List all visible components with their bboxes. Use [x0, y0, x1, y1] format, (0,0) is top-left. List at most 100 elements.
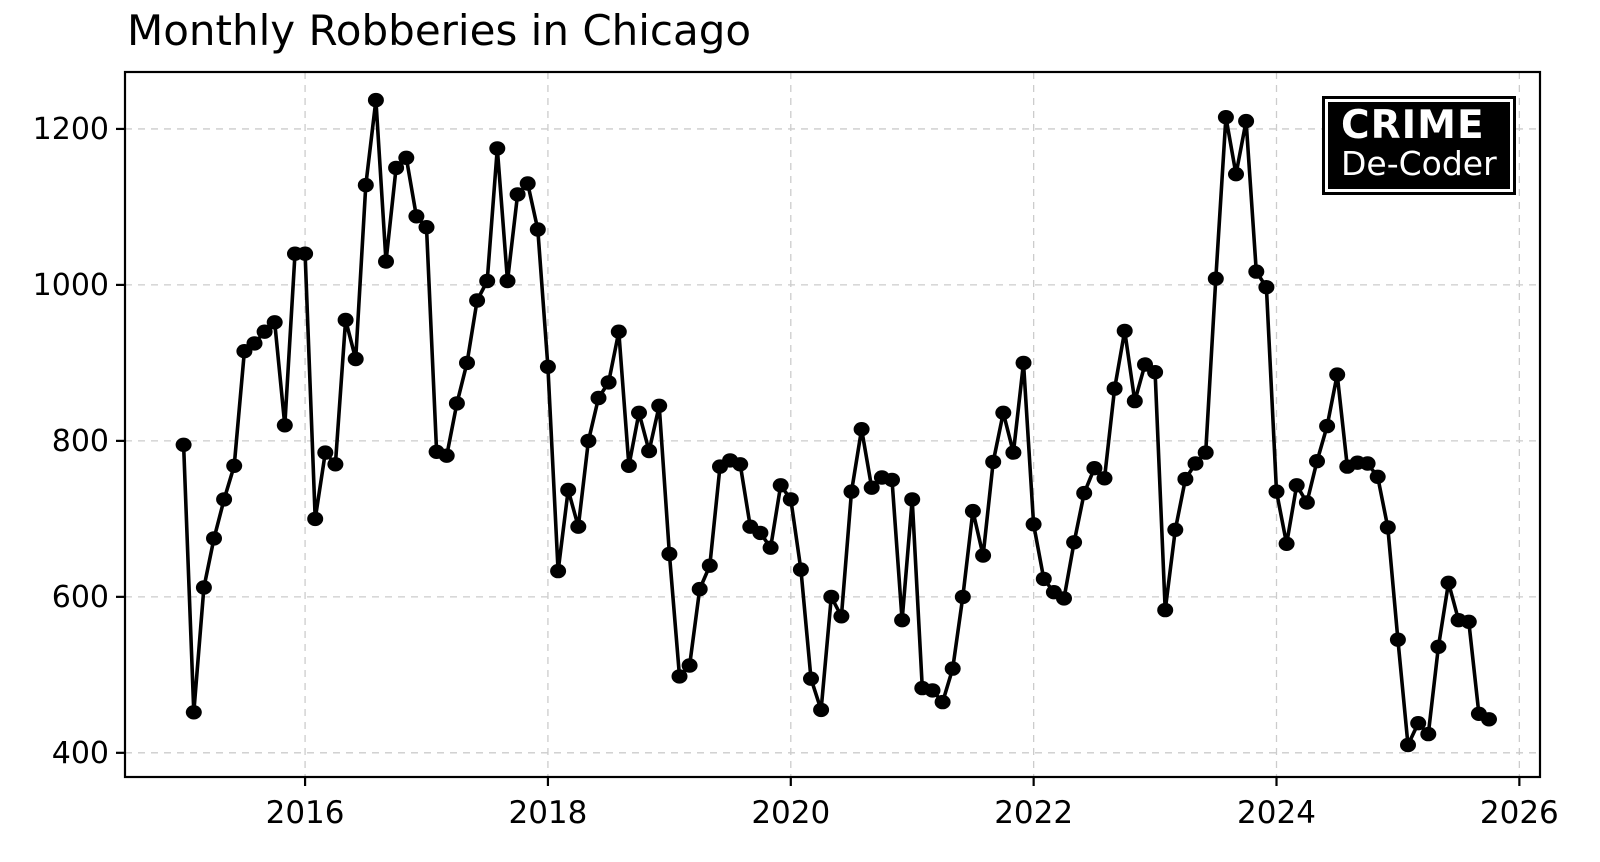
data-point	[226, 458, 243, 473]
data-point	[1005, 445, 1022, 460]
data-point	[489, 141, 506, 156]
logo-line2: De-Coder	[1341, 143, 1497, 183]
data-point	[843, 484, 860, 499]
data-point	[1167, 522, 1184, 537]
data-point	[499, 273, 516, 289]
data-point	[1440, 575, 1457, 590]
data-point	[256, 324, 273, 339]
data-point	[1096, 471, 1113, 486]
data-point	[661, 546, 678, 562]
data-point	[782, 492, 799, 507]
chart-title: Monthly Robberies in Chicago	[127, 6, 752, 55]
data-point	[752, 525, 769, 541]
data-point	[1329, 367, 1346, 382]
data-point	[1066, 535, 1083, 550]
data-point	[631, 405, 647, 420]
y-tick-label: 1200	[33, 112, 109, 147]
data-point	[894, 613, 911, 628]
data-point	[823, 589, 840, 605]
data-point	[216, 492, 233, 507]
data-point	[459, 355, 475, 371]
data-point	[1147, 365, 1164, 380]
data-point	[1288, 478, 1305, 493]
data-point	[792, 562, 809, 577]
x-tick-label: 2024	[1237, 795, 1316, 831]
data-point	[985, 454, 1002, 470]
data-point	[1258, 280, 1275, 295]
x-tick-label: 2020	[751, 795, 830, 831]
data-point	[1278, 536, 1295, 551]
data-point	[570, 519, 587, 534]
data-point	[206, 531, 222, 546]
data-point	[600, 375, 617, 390]
data-point	[297, 246, 314, 261]
data-point	[1086, 461, 1103, 476]
data-point	[1015, 355, 1032, 371]
data-point	[641, 443, 658, 459]
data-point	[1319, 418, 1336, 434]
data-point	[803, 671, 819, 686]
data-point	[1228, 167, 1244, 182]
data-point	[388, 160, 405, 176]
data-point	[1460, 614, 1477, 629]
x-tick-label: 2022	[994, 795, 1073, 831]
data-point	[539, 359, 556, 374]
data-point	[317, 445, 334, 460]
data-point	[762, 540, 779, 555]
data-point	[378, 254, 394, 269]
data-point	[1076, 485, 1093, 501]
data-point	[438, 448, 455, 463]
data-point	[246, 336, 263, 351]
data-point	[1309, 454, 1325, 469]
data-point	[1298, 495, 1315, 510]
data-point	[1116, 323, 1133, 339]
data-point	[1177, 471, 1194, 487]
data-point	[1420, 726, 1437, 742]
data-point	[590, 390, 607, 406]
x-tick-label: 2016	[266, 795, 345, 831]
data-point	[772, 478, 789, 493]
data-point	[863, 480, 880, 495]
y-tick-label: 1000	[33, 268, 109, 303]
data-point	[1025, 517, 1042, 532]
data-point	[1106, 381, 1123, 396]
data-point	[327, 457, 344, 472]
data-point	[1481, 712, 1497, 727]
data-point	[347, 351, 364, 367]
data-point	[448, 396, 465, 411]
data-point	[1157, 602, 1174, 618]
data-point	[1056, 591, 1072, 606]
data-point	[1248, 264, 1265, 279]
data-point	[651, 398, 668, 413]
data-point	[479, 273, 496, 289]
data-point	[175, 437, 192, 452]
data-point	[1389, 632, 1406, 647]
data-point	[580, 433, 597, 449]
data-point	[560, 482, 577, 498]
y-tick-label: 400	[52, 736, 109, 771]
data-point	[813, 702, 830, 718]
data-point	[620, 458, 637, 473]
data-point	[944, 661, 961, 676]
data-point	[185, 705, 202, 720]
data-point	[1035, 571, 1052, 587]
y-tick-label: 600	[52, 580, 109, 615]
data-point	[1126, 393, 1143, 409]
data-point	[924, 683, 941, 698]
data-point	[954, 589, 971, 605]
logo-line1: CRIME	[1341, 103, 1485, 148]
data-point	[1369, 469, 1386, 484]
data-point	[1400, 737, 1416, 753]
data-point	[732, 457, 749, 472]
data-point	[884, 472, 900, 488]
data-point	[337, 312, 354, 328]
data-point	[408, 209, 425, 224]
data-point	[975, 548, 992, 563]
data-point	[266, 315, 283, 330]
data-point	[550, 563, 567, 579]
x-tick-label: 2018	[508, 795, 587, 831]
data-point	[904, 492, 921, 507]
y-tick-label: 800	[52, 424, 109, 459]
data-point	[1410, 716, 1427, 731]
